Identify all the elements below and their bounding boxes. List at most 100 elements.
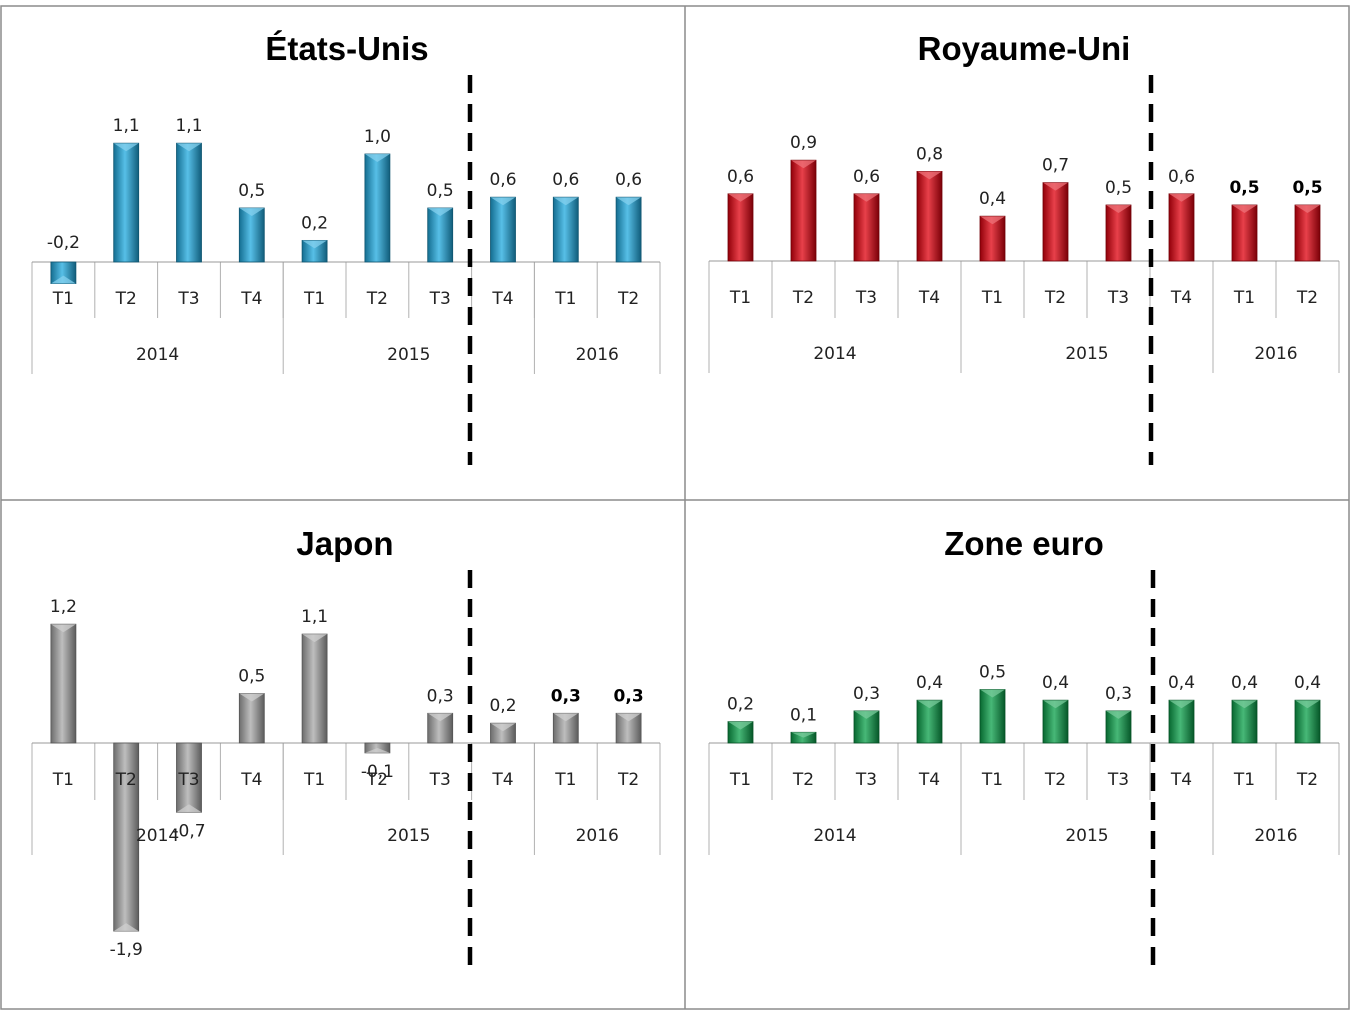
quarter-label: T3 [855, 288, 877, 308]
bar-value-label: 1,1 [301, 607, 328, 627]
bar-value-label: 0,2 [489, 696, 516, 716]
quarter-label: T2 [115, 770, 137, 790]
bar [1168, 699, 1195, 744]
bar-value-label: -0,2 [47, 233, 80, 253]
bar [853, 710, 880, 744]
quarter-label: T4 [240, 770, 262, 790]
bar-value-label: 0,5 [238, 667, 265, 687]
quarter-label: T2 [115, 289, 137, 309]
bar [427, 712, 454, 744]
bar [238, 693, 265, 744]
bar-value-label: 0,1 [790, 705, 817, 725]
quarter-label: T2 [366, 770, 388, 790]
bar [790, 159, 817, 262]
bar-value-label: 0,3 [427, 686, 454, 706]
bar-value-label: 0,6 [489, 170, 516, 190]
bar [1231, 204, 1258, 262]
bar [615, 712, 642, 744]
bar [916, 170, 943, 262]
quarter-label: T3 [855, 770, 877, 790]
bar [50, 261, 77, 285]
year-label: 2016 [576, 345, 619, 365]
quarter-label: T1 [303, 770, 325, 790]
bar [615, 196, 642, 263]
chart-panel-etats-unis: États-Unis -0,2 1,1 1,1 0,5 0,2 1,0 0,5 0,6 0,6 0,… [0, 0, 685, 500]
quarter-label: T1 [303, 289, 325, 309]
chart-panel-royaume-uni: Royaume-Uni 0,6 0,9 0,6 0,8 0,4 0,7 0,5 0,6 0,5 0,… [685, 0, 1350, 500]
bar [427, 207, 454, 263]
bar-value-label: 0,2 [727, 695, 754, 715]
quarter-label: T1 [554, 289, 576, 309]
bar-value-label: 1,2 [50, 597, 77, 617]
chart-title: Zone euro [944, 525, 1104, 562]
quarter-label: T1 [981, 770, 1003, 790]
year-label: 2014 [136, 826, 179, 846]
quarter-label: T3 [429, 289, 451, 309]
quarter-label: T4 [491, 770, 513, 790]
bar-value-label: 0,5 [427, 181, 454, 201]
quarter-label: T2 [366, 289, 388, 309]
bar [1105, 710, 1132, 744]
quarter-label: T1 [554, 770, 576, 790]
chart-panel-zone-euro: Zone euro 0,2 0,1 0,3 0,4 0,5 0,4 0,3 0,4 0,4 0,4 T… [685, 500, 1350, 1010]
year-label: 2014 [813, 344, 856, 364]
quarter-label: T4 [918, 770, 940, 790]
category-axis [708, 261, 1340, 373]
bar-value-label: 0,6 [552, 170, 579, 190]
bar-value-label: 0,4 [979, 189, 1006, 209]
quarter-label: T3 [1107, 288, 1129, 308]
bar [50, 623, 77, 744]
year-label: 2016 [1254, 826, 1297, 846]
chart-svg: Royaume-Uni 0,6 0,9 0,6 0,8 0,4 0,7 0,5 0,6 0,5 0,… [708, 30, 1340, 465]
bar-value-label: 0,8 [916, 144, 943, 164]
chart-title: Japon [296, 525, 393, 562]
bar-value-label: -1,9 [110, 940, 143, 960]
bar [1231, 699, 1258, 744]
bar-value-label: 0,4 [916, 673, 943, 693]
quarter-label: T2 [1296, 288, 1318, 308]
bar-value-label: 0,4 [1042, 673, 1069, 693]
bar-value-label: 0,7 [1042, 156, 1069, 176]
category-axis [708, 743, 1340, 855]
bar-value-label: 1,0 [364, 127, 391, 147]
bar [979, 215, 1006, 262]
bar-value-label: 0,9 [790, 133, 817, 153]
bar-value-label: 0,2 [301, 213, 328, 233]
quarter-label: T2 [1044, 288, 1066, 308]
bar [979, 689, 1006, 744]
bar-value-label: 0,3 [551, 686, 581, 706]
bar [1105, 204, 1132, 262]
quarter-label: T1 [1233, 288, 1255, 308]
quarter-label: T1 [981, 288, 1003, 308]
bar [1042, 699, 1069, 744]
bar [238, 207, 265, 263]
bar [490, 722, 516, 744]
quarter-label: T1 [52, 289, 74, 309]
chart-svg: Zone euro 0,2 0,1 0,3 0,4 0,5 0,4 0,3 0,4 0,4 0,4 T… [708, 525, 1340, 970]
bar [790, 731, 817, 744]
quarter-label: T2 [617, 770, 639, 790]
year-label: 2015 [1065, 826, 1108, 846]
bar-value-label: 0,4 [1168, 673, 1195, 693]
bar [552, 712, 579, 744]
bar [552, 196, 579, 263]
bar-value-label: 0,4 [1231, 673, 1258, 693]
bar-value-label: 0,5 [1292, 178, 1322, 198]
quarter-label: T1 [729, 770, 751, 790]
year-label: 2016 [1254, 344, 1297, 364]
chart-panel-japon: Japon 1,2 -1,9 -0,7 0,5 1,1 -0,1 0,3 0,2 0,3 0,3 T1… [0, 500, 685, 1010]
chart-title: États-Unis [265, 30, 428, 67]
bar-value-label: 1,1 [113, 116, 140, 136]
bar [853, 193, 880, 262]
bar [113, 142, 140, 263]
bar [1294, 204, 1321, 262]
quarter-label: T4 [240, 289, 262, 309]
chart-title: Royaume-Uni [918, 30, 1131, 67]
bar-value-label: 0,5 [238, 181, 265, 201]
year-label: 2015 [387, 345, 430, 365]
bar-value-label: 0,5 [979, 663, 1006, 683]
bar [727, 193, 754, 262]
quarter-label: T2 [1296, 770, 1318, 790]
chart-svg: États-Unis -0,2 1,1 1,1 0,5 0,2 1,0 0,5 0,6 0,6 0,… [31, 30, 661, 465]
